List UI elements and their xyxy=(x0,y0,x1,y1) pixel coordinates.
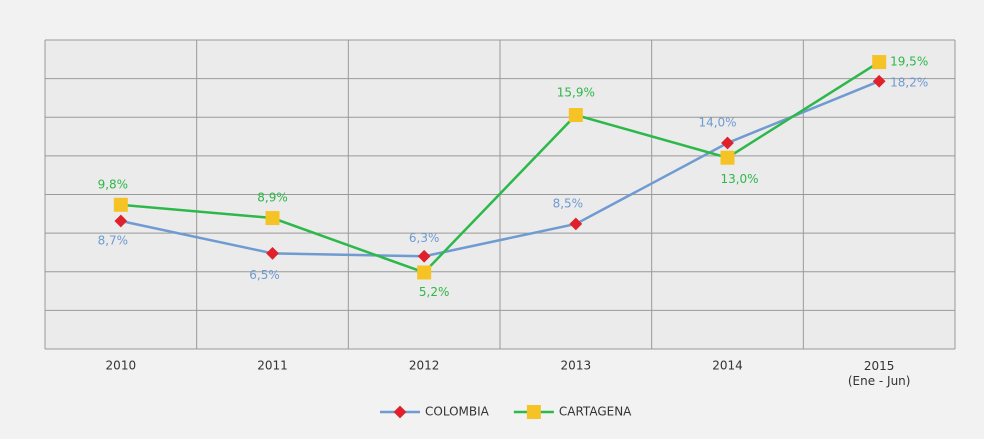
x-tick-label: 2010 xyxy=(106,359,137,373)
x-tick-label: 2015 (Ene - Jun) xyxy=(848,359,911,388)
x-tick-label: 2011 xyxy=(257,359,288,373)
marker xyxy=(266,246,279,260)
series-line xyxy=(120,61,880,274)
data-label: 19,5% xyxy=(890,55,928,69)
data-label: 8,7% xyxy=(98,233,129,247)
data-label: 14,0% xyxy=(698,116,736,130)
marker xyxy=(417,265,432,280)
data-label: 8,9% xyxy=(257,191,288,205)
legend-marker xyxy=(393,405,407,419)
data-label: 15,9% xyxy=(557,86,595,100)
marker xyxy=(720,150,735,165)
data-label: 9,8% xyxy=(98,177,129,191)
data-label: 6,3% xyxy=(409,231,440,245)
legend-marker xyxy=(526,405,541,419)
marker xyxy=(872,55,887,70)
marker xyxy=(265,211,280,226)
x-tick-label: 2013 xyxy=(561,359,592,373)
marker xyxy=(113,197,128,212)
legend-label: COLOMBIA xyxy=(425,405,490,419)
series-line xyxy=(120,80,880,258)
marker xyxy=(568,108,583,123)
x-tick-label: 2012 xyxy=(409,359,440,373)
marker xyxy=(114,214,128,228)
data-label: 8,5% xyxy=(553,196,584,210)
data-label: 13,0% xyxy=(720,172,758,186)
data-label: 5,2% xyxy=(419,285,450,299)
x-tick-label: 2014 xyxy=(712,359,743,373)
data-label: 6,5% xyxy=(249,268,280,282)
legend-label: CARTAGENA xyxy=(559,405,632,419)
data-label: 18,2% xyxy=(890,76,928,90)
